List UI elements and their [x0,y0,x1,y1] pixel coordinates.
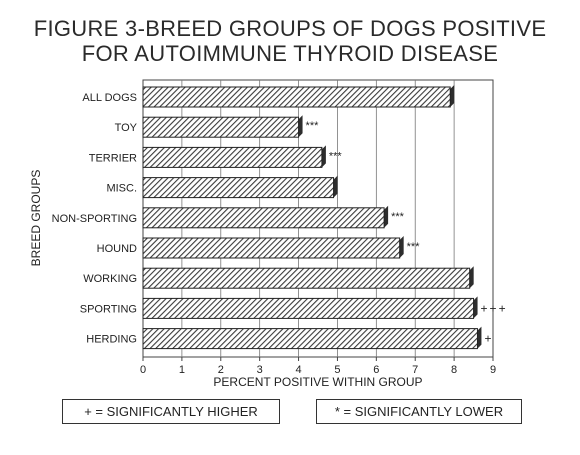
x-tick-label-2: 2 [218,364,224,376]
x-axis-label: PERCENT POSITIVE WITHIN GROUP [213,375,422,389]
category-label-terrier: TERRIER [89,152,137,164]
y-axis-label: BREED GROUPS [29,170,43,267]
legend-lower-text: * = SIGNIFICANTLY LOWER [334,404,504,419]
x-tick-label-7: 7 [412,364,418,376]
category-label-all-dogs: ALL DOGS [82,92,137,104]
legend-higher-text: + = SIGNIFICANTLY HIGHER [84,404,258,419]
category-label-non-sporting: NON-SPORTING [52,213,137,225]
annotation-sporting: +++ [481,301,508,315]
x-tick-label-0: 0 [140,364,146,376]
bar-hound [142,237,401,259]
category-label-working: WORKING [83,273,137,285]
annotation-toy: *** [306,120,320,132]
x-tick-label-3: 3 [257,364,263,376]
x-tick-label-9: 9 [490,364,496,376]
category-label-sporting: SPORTING [80,303,137,315]
x-tick-label-1: 1 [179,364,185,376]
category-label-misc: MISC. [106,183,137,195]
legend-lower-box: * = SIGNIFICANTLY LOWER [316,399,522,424]
category-label-hound: HOUND [97,243,137,255]
annotation-terrier: *** [329,150,343,162]
x-tick-label-5: 5 [334,364,340,376]
category-label-toy: TOY [115,122,138,134]
x-tick-label-4: 4 [295,364,301,376]
x-tick-label-8: 8 [451,364,457,376]
bar-misc [142,177,335,199]
annotation-herding: + [484,332,493,346]
bar-terrier [142,146,323,168]
bar-working [142,267,471,289]
annotation-hound: *** [407,241,421,253]
category-label-herding: HERDING [86,334,137,346]
bar-all-dogs [142,86,451,108]
legend-higher-box: + = SIGNIFICANTLY HIGHER [62,399,280,424]
x-tick-label-6: 6 [373,364,379,376]
bar-toy [142,116,300,138]
bar-herding [142,328,478,350]
chart-title-line-1: FIGURE 3-BREED GROUPS OF DOGS POSITIVE [33,16,547,41]
annotation-non-sporting: *** [391,211,405,223]
bar-non-sporting [142,207,385,229]
chart-title-line-2: FOR AUTOIMMUNE THYROID DISEASE [81,41,499,66]
bar-sporting [142,297,475,319]
